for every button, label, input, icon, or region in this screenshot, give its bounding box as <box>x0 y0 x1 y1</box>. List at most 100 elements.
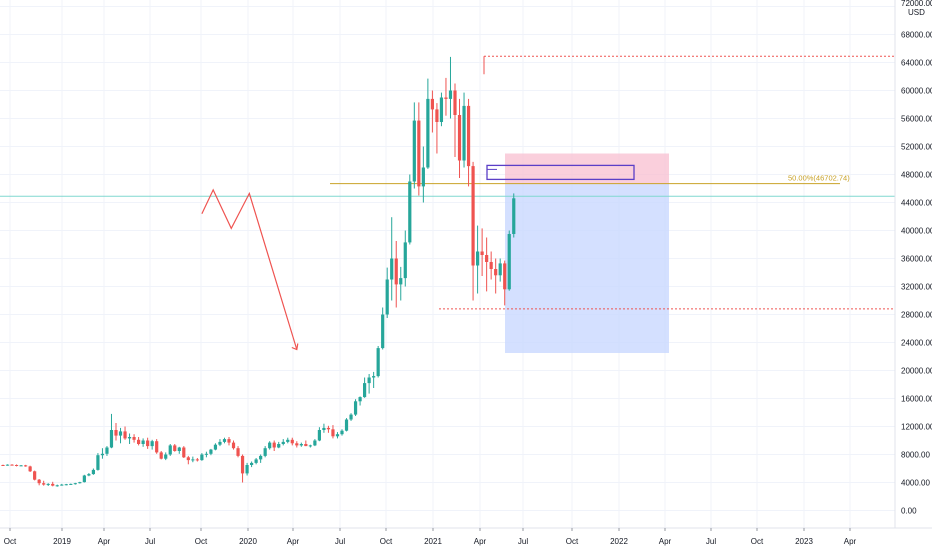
candle-body <box>299 444 303 446</box>
candle-body <box>218 441 222 445</box>
candle-body <box>195 459 199 461</box>
candle-body <box>421 167 425 187</box>
time-axis[interactable]: Oct 2019 Apr Jul Oct 2020 Apr Jul Oct 2021 Apr Jul O… <box>0 527 932 546</box>
candle <box>331 425 335 439</box>
candle-body <box>268 442 272 449</box>
candle <box>146 437 150 449</box>
candle <box>96 453 100 471</box>
position-zones[interactable] <box>505 153 669 354</box>
projection-arrowhead <box>291 343 299 351</box>
candle <box>457 98 462 178</box>
candle-body <box>254 459 258 463</box>
candle <box>159 451 163 460</box>
candle-body <box>105 447 109 454</box>
price-axis[interactable]: 68000.00 64000.00 60000.00 56000.00 52000.00… <box>894 0 932 528</box>
price-axis-label: 60000.00 <box>901 87 932 96</box>
candle-body <box>498 263 502 276</box>
candle <box>132 434 136 443</box>
time-axis-label: Oct <box>380 537 393 546</box>
candle-body <box>96 455 100 470</box>
candle <box>290 437 294 446</box>
grid-lines <box>0 0 895 528</box>
candle-body <box>155 441 159 453</box>
candle-body <box>164 454 168 459</box>
candle <box>299 442 303 447</box>
candle <box>213 443 218 451</box>
candle-body <box>137 439 141 444</box>
candle <box>385 267 389 318</box>
candle-body <box>60 484 64 486</box>
candle <box>91 468 95 475</box>
price-axis-label: 32000.00 <box>901 283 932 292</box>
candle <box>512 193 516 238</box>
candle <box>200 453 204 461</box>
candle-body <box>466 105 471 167</box>
candle <box>123 426 127 440</box>
candle <box>408 174 412 245</box>
candle <box>268 441 272 450</box>
candle <box>245 462 249 476</box>
time-axis-label: Apr <box>287 537 300 546</box>
candle <box>182 446 186 458</box>
candle <box>28 465 32 472</box>
candle-body <box>150 441 154 447</box>
candle <box>114 423 118 441</box>
price-axis-label: 12000.00 <box>901 423 932 432</box>
price-axis-label: 24000.00 <box>901 339 932 348</box>
projection-path <box>201 188 298 350</box>
time-axis-label: Apr <box>844 537 857 546</box>
stop-loss-zone <box>505 153 669 184</box>
candle-body <box>385 279 389 315</box>
candle-body <box>480 251 484 255</box>
time-axis-label: 2019 <box>53 537 71 546</box>
candle-body <box>10 464 14 466</box>
candle <box>295 441 299 448</box>
candle <box>435 103 439 154</box>
candle <box>14 464 19 467</box>
candle-body <box>444 97 448 99</box>
candle-body <box>295 443 299 446</box>
candle <box>250 461 254 468</box>
time-axis-label: Apr <box>98 537 111 546</box>
candle <box>353 399 358 416</box>
candle-body <box>213 444 218 450</box>
candle-body <box>51 483 55 486</box>
candle-body <box>37 479 41 484</box>
candle-body <box>24 465 28 467</box>
price-axis-label: 28000.00 <box>901 311 932 320</box>
candle <box>403 230 407 287</box>
horizontal-levels[interactable] <box>0 55 895 310</box>
price-axis-label: 4000.00 <box>901 479 930 488</box>
time-axis-label: Oct <box>566 537 579 546</box>
candle-body <box>33 471 37 480</box>
candle <box>308 444 312 448</box>
candle <box>46 483 50 486</box>
candle-body <box>177 447 181 451</box>
price-axis-label: 8000.00 <box>901 451 930 460</box>
candle-body <box>476 251 480 266</box>
candle-body <box>109 430 114 448</box>
candle <box>335 432 340 439</box>
price-axis-label: 44000.00 <box>901 199 932 208</box>
candle <box>37 479 41 486</box>
price-axis-label: 56000.00 <box>901 115 932 124</box>
candle-body <box>78 482 82 484</box>
price-axis-label: 68000.00 <box>901 31 932 40</box>
time-axis-label: Jul <box>518 537 528 546</box>
candle <box>259 454 263 463</box>
candle <box>231 440 236 450</box>
candle-body <box>435 109 439 122</box>
candle-body <box>412 120 416 182</box>
candle <box>326 425 331 433</box>
candle-body <box>123 431 127 439</box>
candle-body <box>281 441 285 444</box>
candle-body <box>304 444 308 447</box>
drawing-tools[interactable] <box>201 164 635 351</box>
candle-body <box>344 419 349 431</box>
candle <box>466 98 471 187</box>
candle <box>168 444 172 456</box>
candle <box>209 448 213 456</box>
candle <box>82 474 86 483</box>
candle-body <box>46 483 50 485</box>
